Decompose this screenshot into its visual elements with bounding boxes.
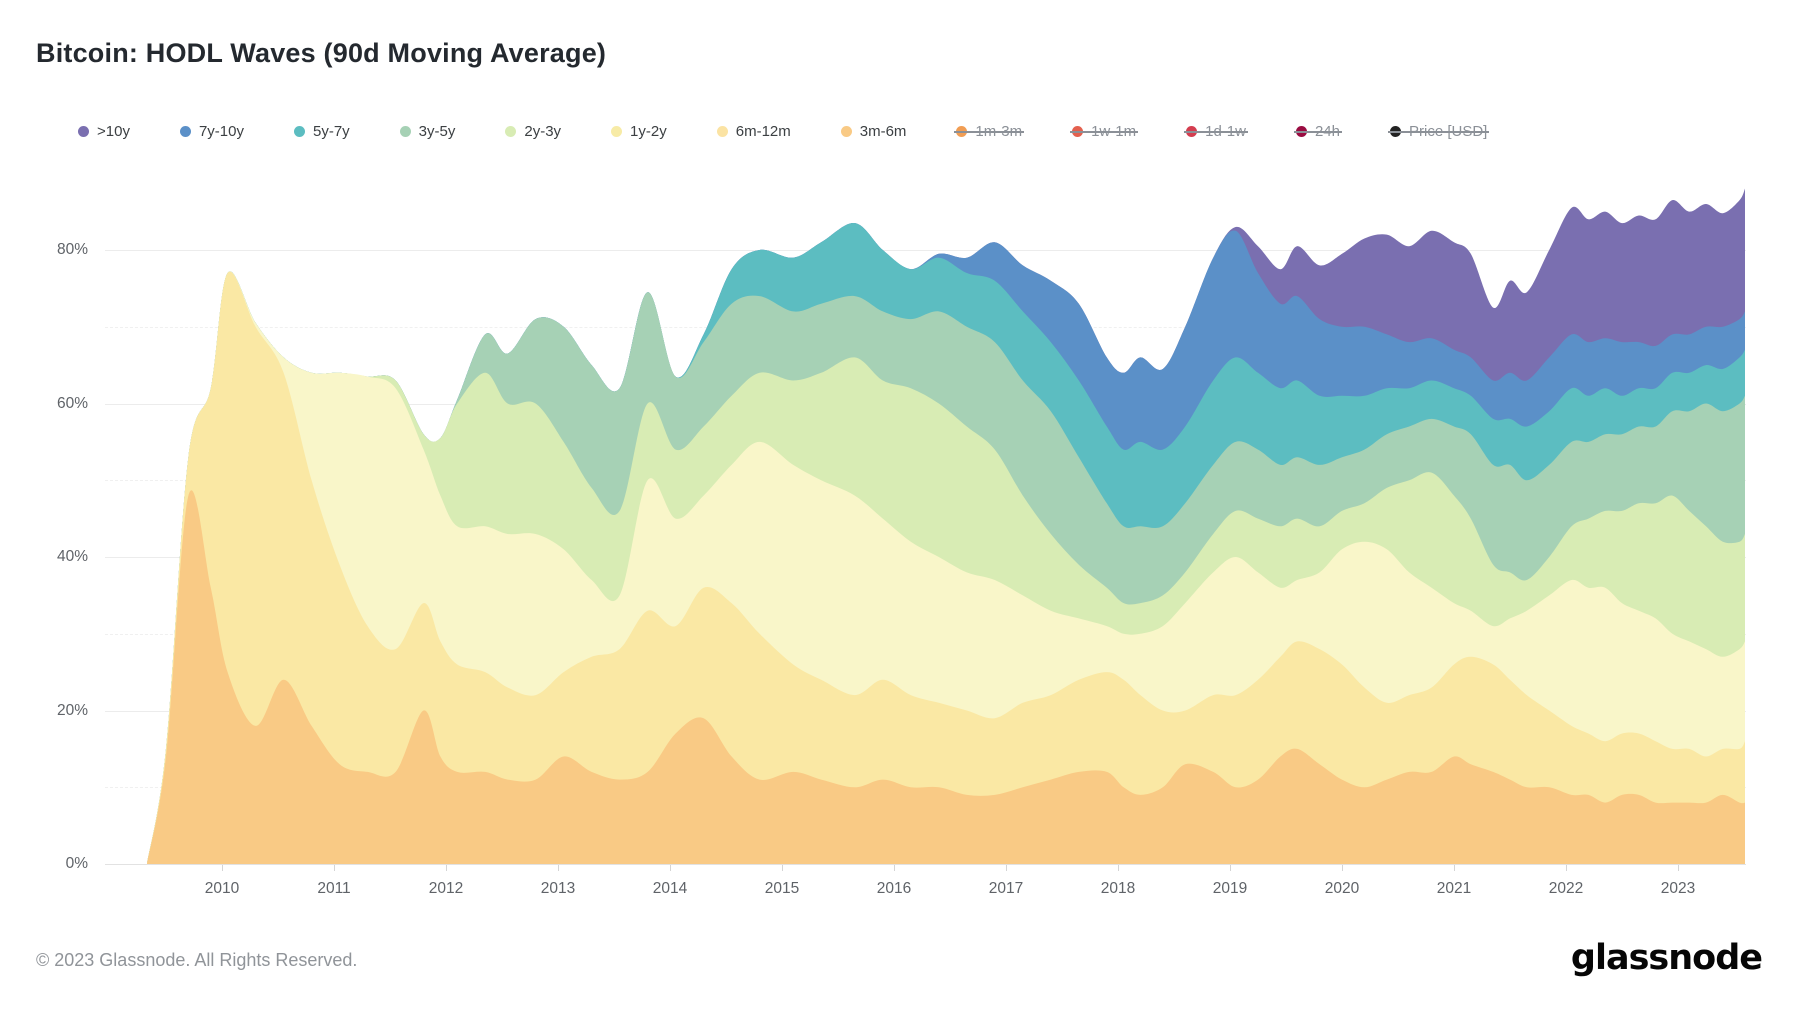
legend-label: 1d-1w: [1205, 122, 1246, 140]
x-axis-tick-mark: [1006, 865, 1007, 871]
area-band-3m-6m: [147, 490, 1745, 864]
legend-dot-icon: [840, 125, 852, 137]
x-axis-tick-mark: [1118, 865, 1119, 871]
legend-label: 1y-2y: [630, 122, 667, 140]
x-axis-tick-mark: [894, 865, 895, 871]
legend-label: 1w-1m: [1091, 122, 1137, 140]
legend-dot-icon: [611, 125, 623, 137]
legend-dot-icon: [78, 125, 89, 137]
page-title: Bitcoin: HODL Waves (90d Moving Average): [36, 38, 607, 68]
legend-item-5y-7y[interactable]: 5y-7y: [293, 122, 350, 140]
legend-dot-icon: [399, 125, 411, 137]
legend-dot-icon: [1390, 125, 1401, 137]
legend-label: Price [USD]: [1409, 122, 1488, 140]
legend: >10y 7y-10y 5y-7y 3y-5y 2y-3y 1y-2y 6m-12m 3m-6…: [78, 118, 1770, 144]
legend-dot-icon: [505, 125, 517, 137]
legend-item-3y-5y[interactable]: 3y-5y: [399, 122, 456, 140]
legend-label: 6m-12m: [735, 122, 791, 140]
x-axis-tick-mark: [782, 865, 783, 871]
x-axis-line: [105, 864, 1746, 865]
x-axis-tick-mark: [1342, 865, 1343, 871]
x-axis-tick-mark: [670, 865, 671, 871]
x-axis-tick-mark: [1230, 865, 1231, 871]
x-axis-tick-label: 2022: [1548, 880, 1584, 897]
legend-item-1y-2y[interactable]: 1y-2y: [611, 123, 667, 140]
legend-dot-icon: [1186, 125, 1198, 137]
gridline-major: [105, 250, 1746, 251]
x-axis-tick-label: 2014: [652, 880, 688, 897]
x-axis-tick-label: 2011: [317, 880, 351, 897]
y-axis-tick-label: 80%: [56, 241, 88, 258]
x-axis-tick-label: 2023: [1660, 880, 1696, 897]
y-axis-tick-label: 60%: [56, 394, 88, 412]
legend-item-3m-6m[interactable]: 3m-6m: [840, 122, 907, 140]
legend-item-1d-1w[interactable]: 1d-1w: [1184, 122, 1248, 140]
legend-item-7y-10y[interactable]: 7y-10y: [179, 122, 244, 140]
x-axis-tick-label: 2010: [204, 880, 240, 897]
legend-label: 3y-5y: [418, 122, 456, 140]
legend-item-24h[interactable]: 24h: [1293, 122, 1343, 140]
legend-item-1m-3m[interactable]: 1m-3m: [954, 122, 1024, 140]
x-axis-tick-mark: [1454, 865, 1455, 871]
legend-label: 5y-7y: [312, 122, 350, 140]
legend-label: 3m-6m: [859, 122, 907, 140]
legend-item-6m-12m[interactable]: 6m-12m: [716, 122, 791, 140]
legend-label: 1m-3m: [975, 122, 1023, 140]
legend-dot-icon: [1072, 125, 1084, 137]
legend-dot-icon: [1295, 125, 1307, 137]
stacked-area-chart[interactable]: [105, 158, 1746, 864]
legend-item-2y-3y[interactable]: 2y-3y: [505, 123, 561, 140]
x-axis-tick-label: 2019: [1212, 880, 1248, 897]
x-axis-tick-mark: [1678, 865, 1679, 871]
x-axis-tick-label: 2013: [540, 880, 576, 897]
legend-label: 2y-3y: [524, 122, 562, 140]
legend-label: 24h: [1314, 122, 1340, 140]
x-axis-tick-mark: [446, 865, 447, 871]
x-axis-tick-label: 2020: [1324, 880, 1360, 897]
legend-dot-icon: [293, 125, 305, 137]
legend-item-price-usd-[interactable]: Price [USD]: [1387, 122, 1490, 140]
y-axis-tick-label: 40%: [56, 548, 88, 565]
x-axis-tick-label: 2016: [876, 880, 912, 897]
area-band-6m-12m: [147, 271, 1745, 864]
legend-item-1w-1m[interactable]: 1w-1m: [1070, 122, 1139, 140]
copyright-text: © 2023 Glassnode. All Rights Reserved.: [36, 950, 358, 970]
x-axis-tick-label: 2018: [1100, 880, 1136, 897]
x-axis-tick-mark: [1566, 865, 1567, 871]
x-axis-tick-mark: [334, 865, 335, 871]
chart-canvas: [147, 188, 1745, 864]
x-axis-tick-mark: [558, 865, 559, 871]
y-axis-tick-label: 0%: [65, 855, 88, 872]
x-axis-tick-mark: [222, 865, 223, 871]
legend-item--10y[interactable]: >10y: [78, 123, 130, 140]
x-axis-tick-label: 2012: [428, 880, 464, 897]
legend-dot-icon: [956, 125, 968, 137]
y-axis-tick-label: 20%: [56, 701, 88, 719]
legend-dot-icon: [179, 125, 191, 137]
glassnode-logo: glassnode: [1570, 938, 1763, 978]
legend-label: >10y: [97, 122, 130, 140]
legend-label: 7y-10y: [198, 122, 244, 140]
x-axis-tick-label: 2017: [988, 880, 1024, 897]
x-axis-tick-label: 2021: [1436, 880, 1472, 897]
legend-dot-icon: [716, 125, 728, 137]
x-axis-tick-label: 2015: [764, 880, 800, 897]
